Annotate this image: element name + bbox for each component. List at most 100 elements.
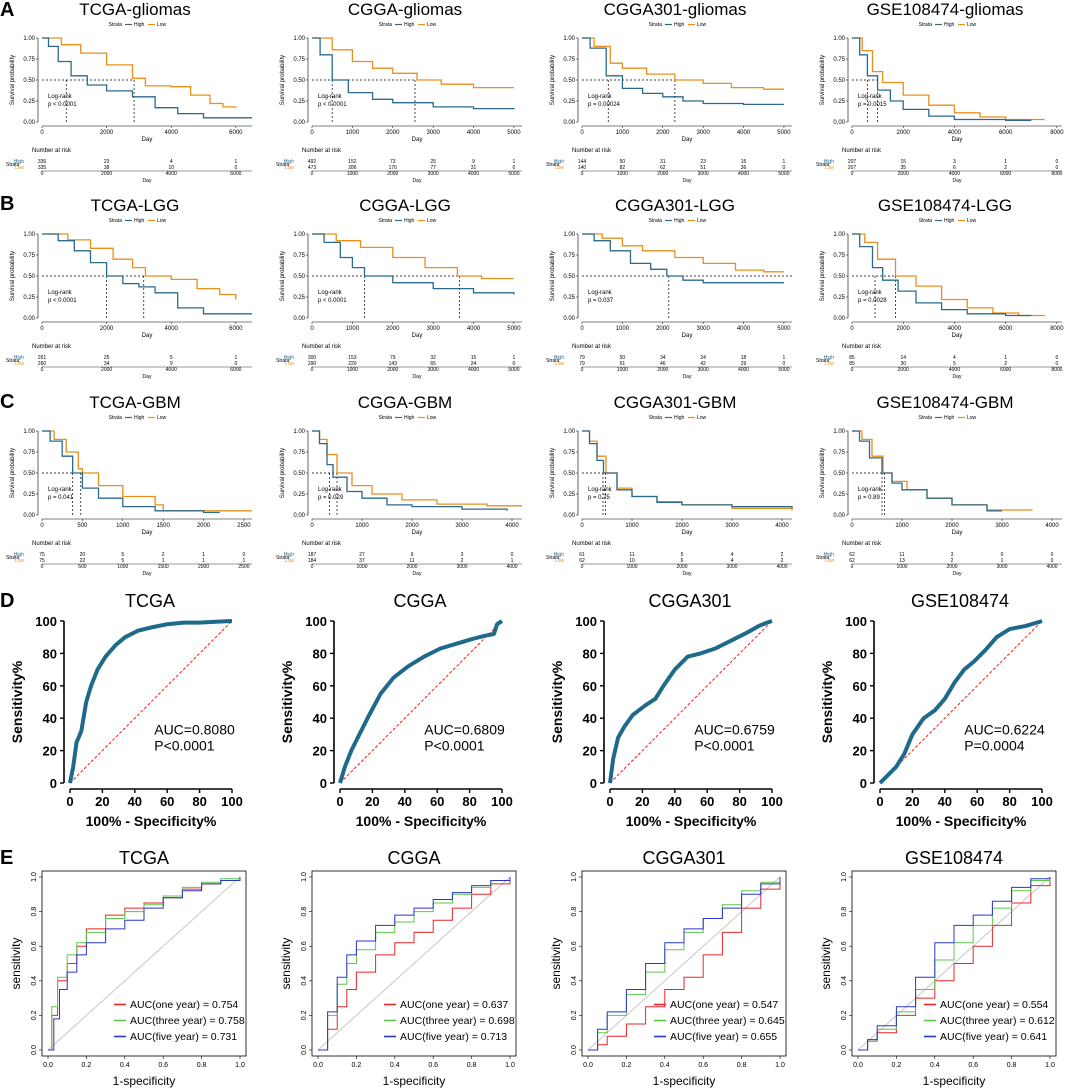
risk-high-count: 1 [202,552,205,558]
risk-x-tick-label: 4000 [468,367,479,373]
y-tick-label: 1.00 [833,429,845,435]
x-axis-title: 100% - Specificity% [626,813,757,829]
km-curve-low [582,430,793,511]
risk-x-axis-title: Day [683,571,692,577]
km-curve-high [852,430,1002,512]
x-tick-label: 0.4 [930,1062,940,1069]
y-tick-label: 100 [35,614,57,629]
risk-low-label: Low [555,558,565,564]
risk-x-tick-label: 0 [41,564,44,570]
y-tick-label: 0.25 [833,492,845,498]
x-axis-title: Day [682,137,693,143]
logrank-pvalue: p = 0.00024 [588,102,621,108]
p-value-label: P<0.0001 [154,737,215,753]
risk-low-label: Low [15,361,25,367]
logrank-pvalue: p < 0.0001 [48,102,77,108]
risk-x-tick-label: 1500 [158,564,169,570]
x-tick-label: 0 [310,130,314,136]
risk-low-count: 82 [620,165,626,171]
x-tick-label: 100 [1031,794,1053,809]
chart-title: GSE108474 [911,591,1009,611]
y-tick-label: 0.00 [833,513,845,519]
roc-curve-five-year [318,877,511,1051]
risk-x-tick-label: 8000 [1051,367,1062,373]
roc-curve [338,619,504,784]
x-tick-label: 0 [40,326,44,332]
y-tick-label: 0.00 [23,513,35,519]
x-tick-label: 20 [905,794,919,809]
legend-title: Strata [109,415,123,421]
x-tick-label: 0.8 [737,1062,747,1069]
y-axis-title: Survival probability [10,251,16,301]
x-axis-title: 100% - Specificity% [356,813,487,829]
y-axis-title: Survival probability [10,448,16,498]
x-tick-label: 8000 [1050,130,1064,136]
x-tick-label: 1000 [346,130,360,136]
y-tick-label: 0.75 [23,253,35,259]
risk-high-count: 0 [1001,552,1004,558]
x-tick-label: 1000 [895,523,909,529]
plot-frame [581,870,787,1057]
y-tick-label: 1.00 [23,429,35,435]
x-tick-label: 80 [192,794,206,809]
y-tick-label: 0.50 [563,78,575,84]
x-tick-label: 0.2 [82,1062,92,1069]
y-tick-label: 0.50 [563,274,575,280]
risk-x-tick-label: 0 [851,564,854,570]
y-tick-label: 0.8 [31,907,38,917]
x-axis-title: 1-specificity [383,1074,446,1088]
x-tick-label: 8000 [1050,326,1064,332]
risk-low-count: 473 [308,165,317,171]
logrank-label: Log-rank [48,487,73,493]
risk-high-count: 73 [390,159,396,165]
y-tick-label: 0.00 [23,120,35,126]
x-tick-label: 0.8 [197,1062,207,1069]
y-tick-label: 0.50 [833,78,845,84]
x-tick-label: 0 [876,794,883,809]
risk-low-label: Low [285,361,295,367]
risk-x-tick-label: 1000 [617,171,628,177]
risk-x-tick-label: 4000 [738,171,749,177]
risk-high-count: 1 [1004,355,1007,361]
km-curve-high [582,233,784,284]
risk-low-count: 1 [202,558,205,564]
risk-strata-label: Strata [546,555,560,561]
y-tick-label: 0.0 [301,1045,308,1055]
y-axis-title: Sensitivity% [549,660,565,743]
legend-low-label: Low [697,22,707,28]
risk-x-axis-title: Day [953,178,962,184]
y-tick-label: 1.00 [563,36,575,42]
y-tick-label: 0.2 [571,1010,578,1020]
risk-x-tick-label: 2000 [657,367,668,373]
km-curve-high [42,233,252,315]
risk-x-tick-label: 3000 [428,367,439,373]
risk-high-count: 34 [660,355,666,361]
risk-low-count: 34 [104,361,110,367]
risk-high-count: 2 [781,552,784,558]
risk-strata-label: Strata [816,162,830,168]
risk-low-count: 1 [162,558,165,564]
x-tick-label: 60 [970,794,984,809]
risk-high-label: High [284,552,295,558]
risk-low-count: 260 [38,361,47,367]
x-axis-title: Day [682,333,693,339]
legend-title: Strata [379,415,393,421]
risk-x-tick-label: 1000 [626,564,637,570]
risk-low-count: 0 [513,361,516,367]
y-tick-label: 80 [853,646,867,661]
y-tick-label: 0.25 [563,492,575,498]
y-tick-label: 40 [43,711,57,726]
x-tick-label: 4000 [467,130,481,136]
risk-low-label: Low [15,165,25,171]
y-tick-label: 0.25 [293,492,305,498]
risk-high-count: 32 [430,355,436,361]
roc-curve-five-year [858,877,1051,1051]
y-tick-label: 0.8 [571,907,578,917]
panel-letter-b: B [0,193,14,215]
y-tick-label: 0.25 [23,492,35,498]
risk-table-title: Number at risk [842,541,882,547]
legend-title: Strata [919,22,933,28]
